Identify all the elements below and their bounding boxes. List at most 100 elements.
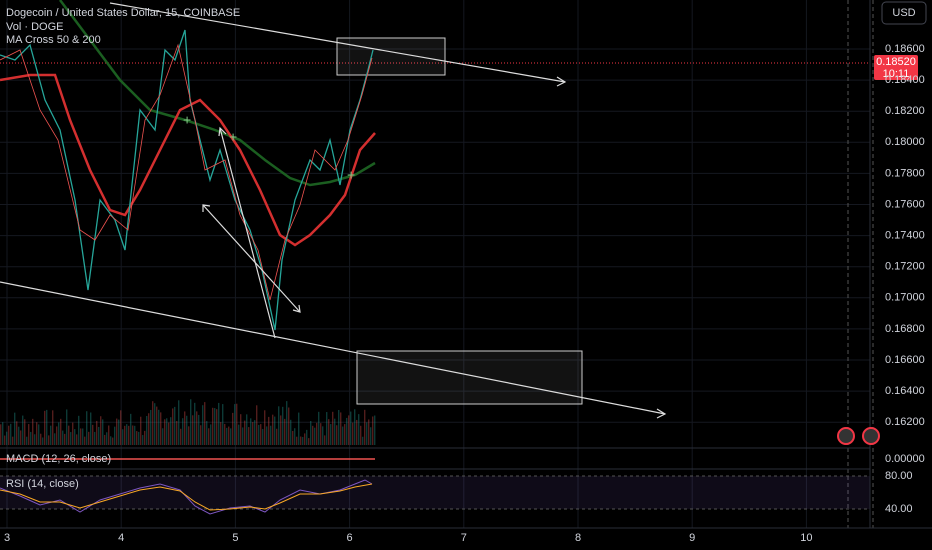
- volume-label: Vol · DOGE: [6, 21, 63, 33]
- volume-bar: [316, 422, 318, 445]
- volume-bar: [158, 409, 160, 445]
- volume-bar: [222, 404, 224, 445]
- volume-bar: [52, 410, 54, 445]
- volume-bar: [244, 420, 246, 445]
- zone-box[interactable]: [356, 350, 583, 405]
- volume-bar: [178, 400, 180, 445]
- indicator-label: MA Cross 50 & 200: [6, 34, 101, 46]
- volume-bar: [200, 425, 202, 445]
- volume-bar: [318, 411, 320, 445]
- volume-bar: [216, 409, 218, 445]
- volume-bar: [314, 427, 316, 445]
- volume-bar: [230, 428, 232, 445]
- price-axis-label: 0.18200: [885, 105, 925, 117]
- volume-bar: [224, 423, 226, 445]
- volume-bar: [246, 414, 248, 445]
- volume-bar: [334, 418, 336, 445]
- volume-bar: [0, 424, 2, 445]
- volume-bar: [60, 418, 62, 445]
- volume-bar: [188, 426, 190, 445]
- volume-bar: [332, 411, 334, 445]
- volume-bar: [220, 422, 222, 445]
- volume-bar: [170, 417, 172, 445]
- volume-bar: [122, 429, 124, 445]
- volume-bar: [310, 420, 312, 445]
- volume-bar: [364, 409, 366, 445]
- volume-bar: [250, 418, 252, 445]
- price-axis-label: 0.17600: [885, 198, 925, 210]
- volume-bar: [262, 428, 264, 445]
- volume-bar: [142, 435, 144, 445]
- volume-bar: [18, 426, 20, 445]
- volume-bar: [238, 424, 240, 445]
- volume-bar: [212, 407, 214, 445]
- price-axis-label: 0.18000: [885, 136, 925, 148]
- volume-bar: [276, 428, 278, 445]
- volume-bar: [284, 418, 286, 445]
- volume-bar: [20, 430, 22, 445]
- price-axis-label: 0.16200: [885, 416, 925, 428]
- grid: [0, 0, 870, 528]
- volume-bar: [352, 422, 354, 445]
- volume-bar: [66, 409, 68, 445]
- volume-bar: [100, 416, 102, 445]
- volume-bar: [288, 407, 290, 445]
- countdown: 10:11: [883, 68, 910, 80]
- cross-marker: +: [347, 167, 355, 183]
- volume-bar: [130, 413, 132, 445]
- volume-bar: [242, 427, 244, 445]
- volume-bar: [134, 425, 136, 445]
- currency-button[interactable]: [881, 1, 927, 25]
- volume-bar: [372, 416, 374, 445]
- volume-bar: [36, 422, 38, 445]
- price-axis-label: 0.16800: [885, 323, 925, 335]
- volume-bar: [234, 404, 236, 445]
- volume-bar: [112, 437, 114, 445]
- price-axis-label: 0.17400: [885, 230, 925, 242]
- volume-bar: [274, 416, 276, 445]
- volume-bar: [330, 424, 332, 445]
- volume-bar: [10, 423, 12, 445]
- volume-bar: [278, 406, 280, 445]
- event-icon[interactable]: [837, 427, 855, 445]
- ma-50: [0, 73, 376, 247]
- volume-bar: [202, 405, 204, 445]
- volume-bar: [28, 424, 30, 445]
- volume-bar: [154, 403, 156, 445]
- drawings[interactable]: [0, 2, 667, 419]
- volume-bar: [176, 420, 178, 445]
- time-axis-label: 8: [575, 532, 581, 544]
- volume-bar: [264, 410, 266, 445]
- price-line: [0, 43, 373, 301]
- volume-bar: [362, 436, 364, 445]
- volume-bar: [138, 431, 140, 445]
- volume-bar: [296, 436, 298, 445]
- price-axis-label: 0.17800: [885, 167, 925, 179]
- zone-box[interactable]: [336, 37, 446, 76]
- volume-bar: [338, 409, 340, 445]
- event-icon[interactable]: [862, 427, 880, 445]
- volume-bar: [124, 425, 126, 445]
- volume-bar: [268, 416, 270, 445]
- volume-bar: [204, 402, 206, 445]
- currency-button-label[interactable]: USD: [892, 7, 915, 19]
- volume-bar: [344, 424, 346, 445]
- last-price: 0.18520: [876, 56, 916, 68]
- volume-bar: [114, 426, 116, 445]
- volume-bars: [0, 399, 376, 445]
- last-price-badge: [874, 55, 918, 80]
- volume-bar: [96, 420, 98, 445]
- volume-bar: [270, 425, 272, 445]
- ma-200: [59, 0, 376, 187]
- volume-bar: [32, 418, 34, 445]
- volume-bar: [116, 418, 118, 445]
- volume-bar: [348, 415, 350, 445]
- volume-bar: [8, 425, 10, 445]
- volume-bar: [26, 436, 28, 445]
- volume-bar: [218, 402, 220, 445]
- price-axis-label: 0.16400: [885, 385, 925, 397]
- volume-bar: [86, 411, 88, 445]
- volume-bar: [260, 424, 262, 445]
- volume-bar: [146, 416, 148, 445]
- volume-bar: [118, 419, 120, 445]
